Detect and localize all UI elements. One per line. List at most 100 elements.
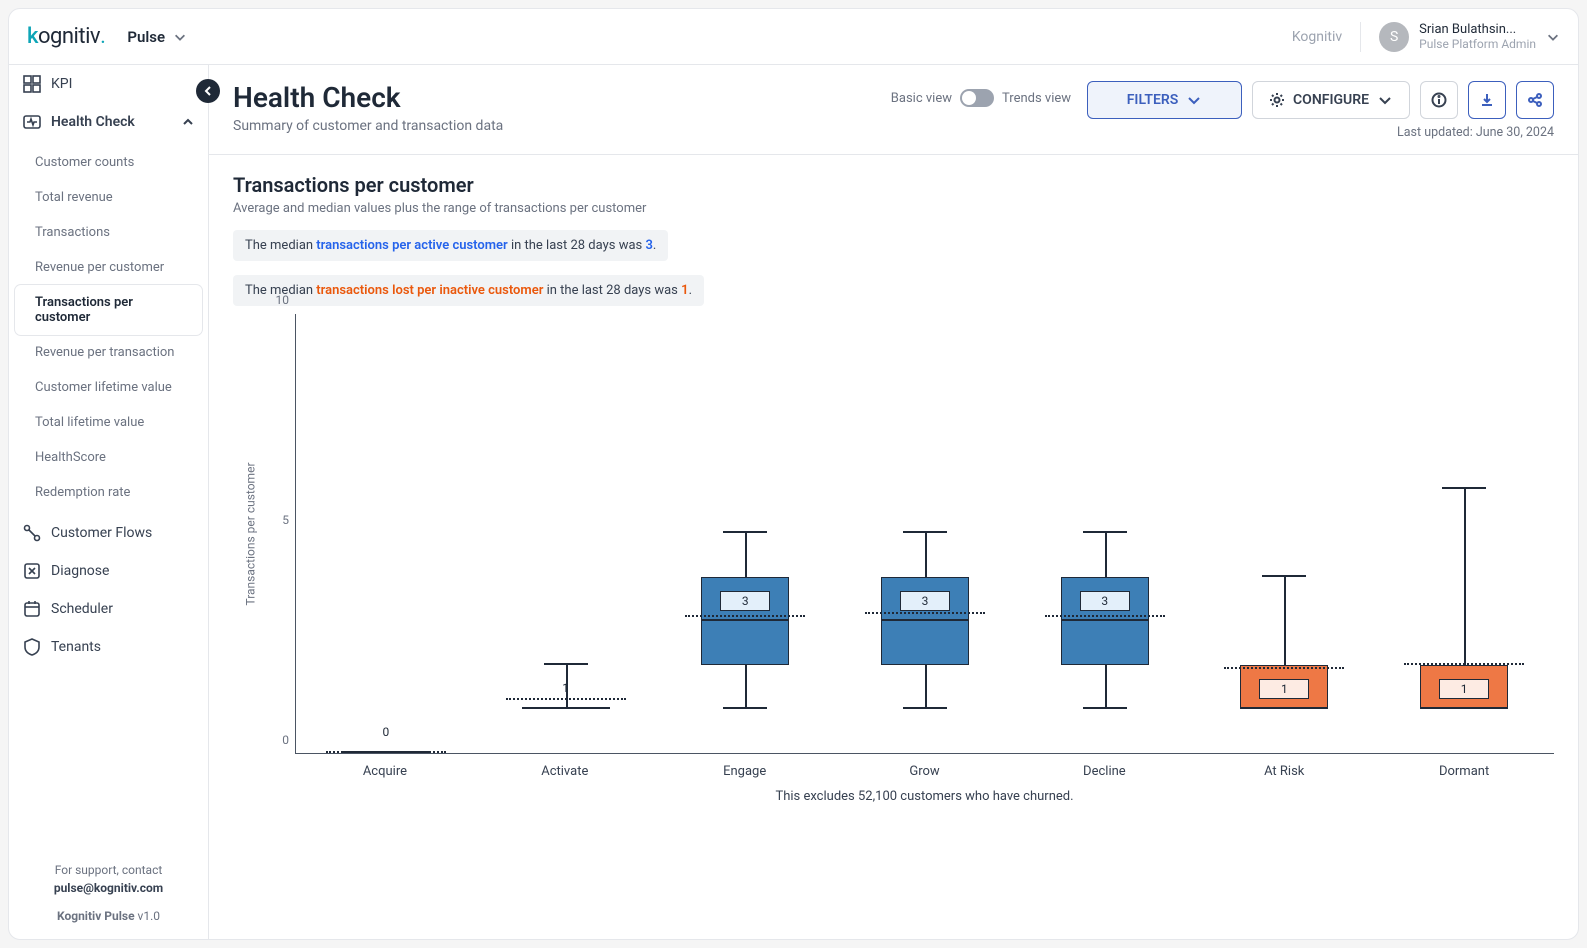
view-basic-label: Basic view — [891, 91, 952, 106]
sidebar-subitem[interactable]: Transactions — [9, 215, 208, 250]
sidebar-collapse-button[interactable] — [196, 79, 220, 103]
flow-icon — [23, 524, 41, 542]
chevron-up-icon — [182, 116, 194, 128]
top-bar: k ognitiv . Pulse Kognitiv S Srian Bulat… — [9, 9, 1578, 65]
chevron-down-icon — [1546, 30, 1560, 44]
tenant-label: Kognitiv — [1292, 29, 1342, 45]
page-header: Health Check Summary of customer and tra… — [209, 65, 1578, 155]
view-trends-label: Trends view — [1002, 91, 1071, 106]
y-axis-ticks: 0510 — [269, 314, 295, 754]
last-updated-value: June 30, 2024 — [1476, 125, 1554, 140]
box-label: 1 — [546, 681, 586, 695]
version-number: v1.0 — [138, 909, 160, 923]
logo-rest: ognitiv — [38, 24, 100, 49]
info-button[interactable] — [1420, 81, 1458, 119]
box-label: 1 — [1259, 679, 1309, 699]
insight-value: 1 — [681, 283, 688, 298]
sidebar-subitem[interactable]: Total revenue — [9, 180, 208, 215]
sidebar: KPI Health Check Customer countsTotal re… — [9, 65, 209, 939]
view-toggle-switch[interactable] — [960, 89, 994, 107]
chevron-down-icon — [173, 30, 187, 44]
page-title: Health Check — [233, 81, 503, 114]
product-switcher[interactable]: Pulse — [127, 28, 187, 46]
page-title-block: Health Check Summary of customer and tra… — [233, 81, 503, 134]
diagnose-icon — [23, 562, 41, 580]
sidebar-subitem[interactable]: Customer lifetime value — [9, 370, 208, 405]
share-icon — [1527, 92, 1543, 108]
sidebar-item-tenants[interactable]: Tenants — [9, 628, 208, 666]
chart-footnote: This excludes 52,100 customers who have … — [295, 789, 1554, 804]
x-category: Activate — [475, 764, 655, 779]
avatar: S — [1379, 22, 1409, 52]
user-text: Srian Bulathsin... Pulse Platform Admin — [1419, 22, 1536, 52]
view-toggle: Basic view Trends view — [891, 89, 1071, 107]
sidebar-subitem[interactable]: Total lifetime value — [9, 405, 208, 440]
content: Transactions per customer Average and me… — [209, 155, 1578, 939]
user-menu[interactable]: S Srian Bulathsin... Pulse Platform Admi… — [1360, 22, 1560, 52]
sidebar-subitem[interactable]: Revenue per transaction — [9, 335, 208, 370]
sidebar-subitem[interactable]: Redemption rate — [9, 475, 208, 510]
body: KPI Health Check Customer countsTotal re… — [9, 65, 1578, 939]
sidebar-footer: For support, contact pulse@kognitiv.com … — [9, 847, 208, 939]
box-label: 3 — [720, 591, 770, 611]
download-icon — [1479, 92, 1495, 108]
header-actions: FILTERS CONFIGURE — [1087, 81, 1554, 140]
download-button[interactable] — [1468, 81, 1506, 119]
x-axis: AcquireActivateEngageGrowDeclineAt RiskD… — [295, 764, 1554, 779]
sidebar-subitem[interactable]: HealthScore — [9, 440, 208, 475]
sidebar-item-label: Customer Flows — [51, 525, 152, 541]
last-updated: Last updated: June 30, 2024 — [1397, 125, 1554, 140]
user-name: Srian Bulathsin... — [1419, 22, 1536, 38]
chevron-left-icon — [203, 86, 213, 96]
sidebar-subitem[interactable]: Revenue per customer — [9, 250, 208, 285]
filters-button[interactable]: FILTERS — [1087, 81, 1242, 119]
configure-button[interactable]: CONFIGURE — [1252, 81, 1410, 119]
sidebar-subitem[interactable]: Transactions per customer — [15, 285, 202, 335]
sidebar-item-kpi[interactable]: KPI — [9, 65, 208, 103]
x-category: Acquire — [295, 764, 475, 779]
main: Health Check Summary of customer and tra… — [209, 65, 1578, 939]
insight-highlight: transactions lost per inactive customer — [316, 283, 543, 298]
dashboard-icon — [23, 75, 41, 93]
y-tick: 5 — [282, 513, 289, 527]
insight-active: The median transactions per active custo… — [233, 230, 668, 261]
product-name: Pulse — [127, 28, 165, 46]
page-subtitle: Summary of customer and transaction data — [233, 118, 503, 134]
filters-label: FILTERS — [1127, 92, 1179, 108]
version-name: Kognitiv Pulse — [57, 909, 135, 923]
insight-highlight: transactions per active customer — [316, 238, 507, 253]
info-icon — [1431, 92, 1447, 108]
x-category: Decline — [1014, 764, 1194, 779]
sidebar-subitem[interactable]: Customer counts — [9, 145, 208, 180]
sidebar-item-label: KPI — [51, 76, 72, 92]
section-title: Transactions per customer — [233, 173, 1554, 197]
box-label: 3 — [900, 591, 950, 611]
gear-icon — [1269, 92, 1285, 108]
x-category: At Risk — [1194, 764, 1374, 779]
sidebar-item-label: Diagnose — [51, 563, 109, 579]
chevron-down-icon — [1377, 92, 1393, 108]
x-category: Dormant — [1374, 764, 1554, 779]
last-updated-label: Last updated: — [1397, 125, 1473, 140]
configure-label: CONFIGURE — [1293, 92, 1369, 108]
sidebar-item-diagnose[interactable]: Diagnose — [9, 552, 208, 590]
share-button[interactable] — [1516, 81, 1554, 119]
calendar-icon — [23, 600, 41, 618]
support-line: For support, contact — [19, 861, 198, 879]
box-label: 0 — [366, 725, 406, 739]
brand-logo: k ognitiv . — [27, 24, 105, 49]
support-email: pulse@kognitiv.com — [19, 879, 198, 897]
y-tick: 10 — [276, 293, 290, 307]
insight-inactive: The median transactions lost per inactiv… — [233, 275, 704, 306]
sidebar-item-customer-flows[interactable]: Customer Flows — [9, 514, 208, 552]
sidebar-item-health-check[interactable]: Health Check — [9, 103, 208, 141]
app-window: k ognitiv . Pulse Kognitiv S Srian Bulat… — [8, 8, 1579, 940]
sidebar-item-scheduler[interactable]: Scheduler — [9, 590, 208, 628]
shield-icon — [23, 638, 41, 656]
sidebar-item-label: Scheduler — [51, 601, 113, 617]
x-category: Grow — [835, 764, 1015, 779]
logo-letter-k: k — [27, 24, 38, 49]
y-tick: 0 — [282, 733, 289, 747]
sidebar-subnav: Customer countsTotal revenueTransactions… — [9, 141, 208, 514]
user-role: Pulse Platform Admin — [1419, 37, 1536, 51]
